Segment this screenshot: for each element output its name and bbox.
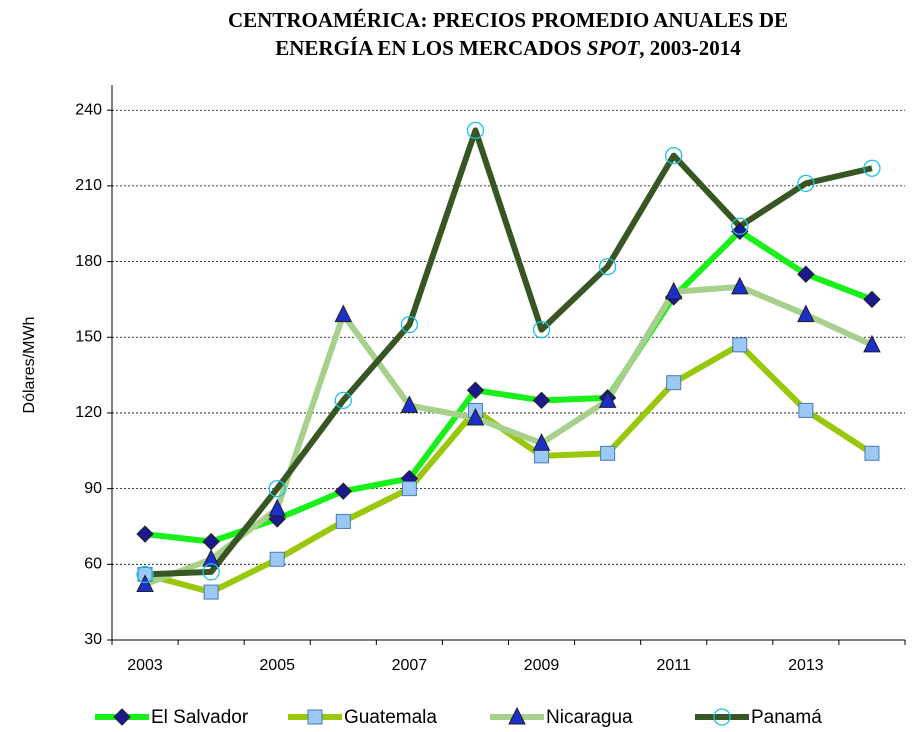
marker [202,549,220,567]
legend-label: El Salvador [151,707,249,728]
marker [203,584,219,600]
marker [334,482,352,500]
marker [508,706,526,725]
series-line [143,283,874,588]
y-tick-label: 180 [75,253,102,270]
marker [202,532,220,551]
marker [466,381,485,399]
series-line [144,228,874,545]
x-tick-label: 2005 [259,657,295,674]
marker [863,159,881,177]
marker [665,146,683,165]
x-tick-label: 2003 [127,657,163,674]
marker [797,304,815,323]
marker [202,563,220,581]
marker [113,708,131,726]
y-tick-label: 150 [75,328,102,345]
chart-title: CENTROAMÉRICA: PRECIOS PROMEDIO ANUALES … [228,8,788,32]
marker [864,445,880,461]
marker [400,395,419,413]
y-tick-label: 90 [84,480,102,497]
marker [136,525,154,543]
legend-label: Guatemala [344,707,437,728]
title-part: , 2003-2014 [639,36,741,60]
y-tick-label: 120 [75,404,102,421]
y-tick-label: 210 [75,177,102,194]
series-line [144,127,873,578]
legend-item: Panamá [695,707,822,728]
marker [401,481,417,497]
marker [863,290,881,309]
marker [731,222,749,241]
marker [466,407,485,426]
marker [598,257,617,276]
y-axis-label: Dólares/MWh [21,317,38,414]
marker [797,174,815,193]
series-line [144,341,874,596]
x-tick-label: 2013 [788,657,824,674]
marker [136,565,154,584]
marker [730,276,749,295]
marker [713,708,731,726]
legend-label: Nicaragua [546,707,633,728]
x-tick-label: 2011 [657,657,692,674]
chart-title: ENERGÍA EN LOS MERCADOS SPOT, 2003-2014 [275,36,741,60]
x-tick-label: 2007 [392,657,428,674]
marker [268,479,286,498]
marker [268,498,287,517]
marker [334,391,352,409]
y-tick-label: 240 [75,101,102,118]
marker [732,337,748,353]
legend-item: Guatemala [288,707,437,728]
y-tick-label: 30 [84,631,102,648]
title-part: SPOT [587,36,641,60]
marker [136,574,154,592]
legend-item: Nicaragua [490,706,633,728]
marker [532,391,551,410]
marker [532,321,551,339]
marker [335,513,351,529]
y-tick-label: 60 [84,556,102,573]
marker [798,402,814,418]
x-tick-label: 2009 [524,657,560,674]
marker [731,217,749,235]
title-part: ENERGÍA EN LOS MERCADOS [275,36,587,60]
marker [269,551,285,567]
marker [532,433,551,451]
marker [334,304,353,323]
marker [598,390,617,408]
marker [400,316,419,334]
legend-item: El Salvador [95,707,249,728]
marker [664,281,683,300]
marker [863,334,881,353]
marker [600,445,616,461]
marker [466,121,485,140]
legend-label: Panamá [751,707,822,728]
marker [307,709,323,725]
marker [534,448,550,464]
marker [666,375,682,391]
marker [797,265,815,283]
